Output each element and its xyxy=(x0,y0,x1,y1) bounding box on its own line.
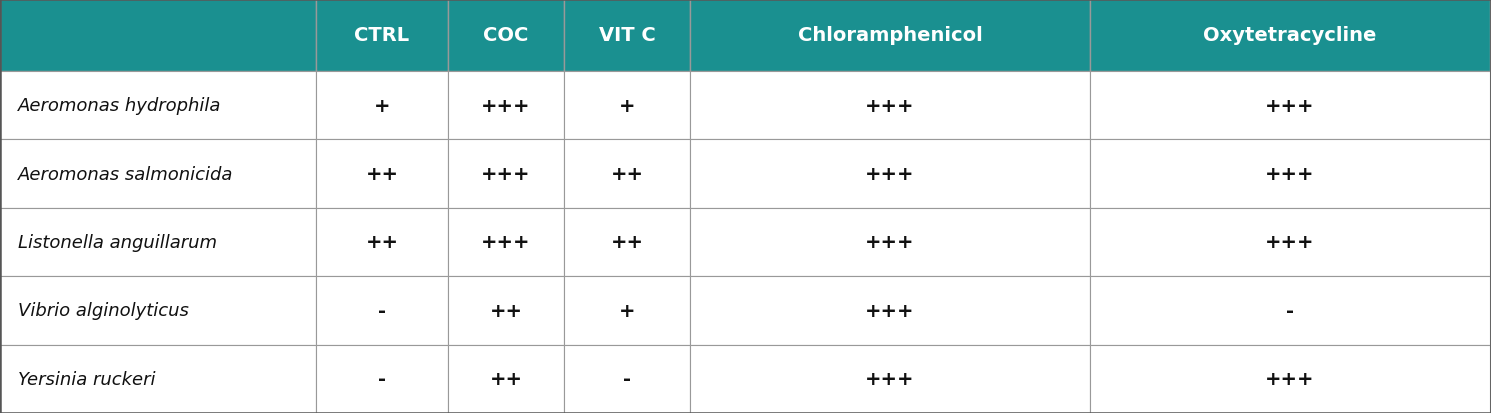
Text: ++: ++ xyxy=(610,165,644,184)
Bar xyxy=(564,208,690,277)
Text: +++: +++ xyxy=(482,97,531,115)
Text: +++: +++ xyxy=(482,165,531,184)
Bar xyxy=(316,277,447,345)
Text: COC: COC xyxy=(483,26,529,45)
Bar xyxy=(690,208,1090,277)
Bar xyxy=(0,140,316,208)
Bar xyxy=(690,140,1090,208)
Bar xyxy=(447,345,564,413)
Text: +++: +++ xyxy=(1266,97,1315,115)
Text: Oxytetracycline: Oxytetracycline xyxy=(1203,26,1376,45)
Bar xyxy=(564,140,690,208)
Text: +++: +++ xyxy=(865,369,915,388)
Text: VIT C: VIT C xyxy=(598,26,656,45)
Bar xyxy=(564,345,690,413)
Bar xyxy=(0,72,316,140)
Bar xyxy=(316,345,447,413)
Text: ++: ++ xyxy=(489,301,522,320)
Bar xyxy=(690,72,1090,140)
Text: Listonella anguillarum: Listonella anguillarum xyxy=(18,233,216,252)
Bar xyxy=(447,277,564,345)
Text: ++: ++ xyxy=(489,369,522,388)
Text: +++: +++ xyxy=(865,233,915,252)
Bar xyxy=(0,277,316,345)
Text: +++: +++ xyxy=(865,165,915,184)
Text: +: + xyxy=(619,301,635,320)
Bar xyxy=(316,208,447,277)
Bar xyxy=(0,208,316,277)
Bar xyxy=(316,72,447,140)
Bar xyxy=(447,72,564,140)
Text: +++: +++ xyxy=(482,233,531,252)
Text: +++: +++ xyxy=(865,301,915,320)
Bar xyxy=(447,208,564,277)
Text: CTRL: CTRL xyxy=(355,26,410,45)
Bar xyxy=(1090,72,1490,140)
Text: -: - xyxy=(1287,301,1294,320)
Text: Aeromonas hydrophila: Aeromonas hydrophila xyxy=(18,97,221,115)
Text: ++: ++ xyxy=(610,233,644,252)
Bar xyxy=(316,0,447,72)
Text: +++: +++ xyxy=(1266,165,1315,184)
Bar xyxy=(1090,0,1490,72)
Text: Chloramphenicol: Chloramphenicol xyxy=(798,26,983,45)
Text: -: - xyxy=(379,369,386,388)
Bar xyxy=(1090,345,1490,413)
Text: ++: ++ xyxy=(365,233,398,252)
Text: ++: ++ xyxy=(365,165,398,184)
Text: Vibrio alginolyticus: Vibrio alginolyticus xyxy=(18,301,189,320)
Text: +: + xyxy=(619,97,635,115)
Bar xyxy=(447,0,564,72)
Bar xyxy=(0,345,316,413)
Text: +++: +++ xyxy=(865,97,915,115)
Text: +: + xyxy=(374,97,391,115)
Text: Yersinia ruckeri: Yersinia ruckeri xyxy=(18,370,155,388)
Bar xyxy=(316,140,447,208)
Bar xyxy=(0,0,316,72)
Text: -: - xyxy=(379,301,386,320)
Bar xyxy=(690,345,1090,413)
Text: Aeromonas salmonicida: Aeromonas salmonicida xyxy=(18,165,233,183)
Text: -: - xyxy=(623,369,631,388)
Bar xyxy=(447,140,564,208)
Text: +++: +++ xyxy=(1266,369,1315,388)
Text: +++: +++ xyxy=(1266,233,1315,252)
Bar xyxy=(1090,277,1490,345)
Bar xyxy=(1090,208,1490,277)
Bar xyxy=(564,0,690,72)
Bar xyxy=(564,277,690,345)
Bar xyxy=(1090,140,1490,208)
Bar xyxy=(564,72,690,140)
Bar xyxy=(690,0,1090,72)
Bar xyxy=(690,277,1090,345)
